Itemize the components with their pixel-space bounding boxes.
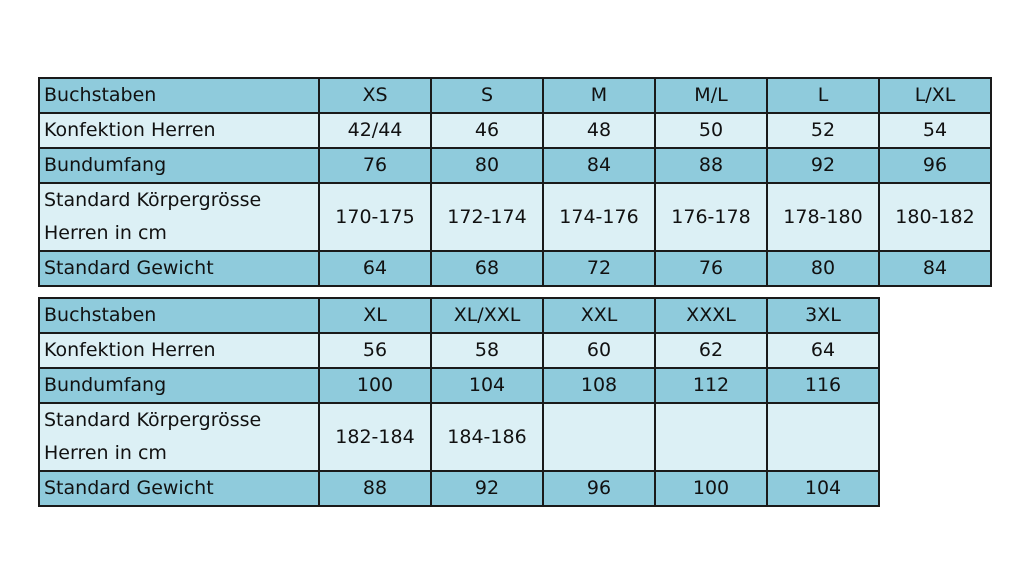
table-cell: 104 <box>766 470 880 507</box>
table-cell: M <box>542 77 656 114</box>
table-cell: 88 <box>654 147 768 184</box>
table-cell: XS <box>318 77 432 114</box>
table-cell: 116 <box>766 367 880 404</box>
table-cell: 48 <box>542 112 656 149</box>
table-cell: XL <box>318 297 432 334</box>
table-cell <box>542 402 656 472</box>
table-cell: 170-175 <box>318 182 432 252</box>
size-table-2: Buchstaben XL XL/XXL XXL XXXL 3XL Konfektion H… <box>38 297 880 507</box>
table-cell: 84 <box>542 147 656 184</box>
table-cell <box>654 402 768 472</box>
row-label: Standard Körpergrösse Herren in cm <box>38 182 320 252</box>
table-cell: 112 <box>654 367 768 404</box>
table-cell: 172-174 <box>430 182 544 252</box>
table-cell: 96 <box>878 147 992 184</box>
row-label: Buchstaben <box>38 297 320 334</box>
row-label: Standard Körpergrösse Herren in cm <box>38 402 320 472</box>
table-cell: 84 <box>878 250 992 287</box>
table-cell: 178-180 <box>766 182 880 252</box>
table-cell: 104 <box>430 367 544 404</box>
table-cell: 96 <box>542 470 656 507</box>
waist-row: Bundumfang 76 80 84 88 92 96 <box>38 147 992 184</box>
table-cell: L/XL <box>878 77 992 114</box>
table-cell: 180-182 <box>878 182 992 252</box>
table-cell: XXXL <box>654 297 768 334</box>
table-cell: 62 <box>654 332 768 369</box>
table-cell: 64 <box>318 250 432 287</box>
table-cell: 3XL <box>766 297 880 334</box>
table-cell: 92 <box>766 147 880 184</box>
size-table-1: Buchstaben XS S M M/L L L/XL Konfektion Herren 4… <box>38 77 992 287</box>
table-cell: M/L <box>654 77 768 114</box>
table-cell: 80 <box>430 147 544 184</box>
table-cell: 42/44 <box>318 112 432 149</box>
table-cell: 92 <box>430 470 544 507</box>
table-cell: 100 <box>654 470 768 507</box>
row-label: Konfektion Herren <box>38 112 320 149</box>
weight-row: Standard Gewicht 64 68 72 76 80 84 <box>38 250 992 287</box>
table-cell: 108 <box>542 367 656 404</box>
table-cell: 184-186 <box>430 402 544 472</box>
table-cell: 72 <box>542 250 656 287</box>
table-cell: 88 <box>318 470 432 507</box>
weight-row: Standard Gewicht 88 92 96 100 104 <box>38 470 880 507</box>
row-label: Bundumfang <box>38 367 320 404</box>
table-cell: 58 <box>430 332 544 369</box>
table-cell: 76 <box>318 147 432 184</box>
table-cell: 56 <box>318 332 432 369</box>
row-label: Buchstaben <box>38 77 320 114</box>
table-cell: 54 <box>878 112 992 149</box>
row-label: Standard Gewicht <box>38 470 320 507</box>
letters-row: Buchstaben XL XL/XXL XXL XXXL 3XL <box>38 297 880 334</box>
confection-row: Konfektion Herren 56 58 60 62 64 <box>38 332 880 369</box>
waist-row: Bundumfang 100 104 108 112 116 <box>38 367 880 404</box>
height-row: Standard Körpergrösse Herren in cm 182-18… <box>38 402 880 472</box>
height-row: Standard Körpergrösse Herren in cm 170-17… <box>38 182 992 252</box>
confection-row: Konfektion Herren 42/44 46 48 50 52 54 <box>38 112 992 149</box>
table-cell <box>766 402 880 472</box>
table-cell: 176-178 <box>654 182 768 252</box>
table-cell: XL/XXL <box>430 297 544 334</box>
table-cell: 174-176 <box>542 182 656 252</box>
table-cell: 60 <box>542 332 656 369</box>
row-label: Bundumfang <box>38 147 320 184</box>
table-cell: 64 <box>766 332 880 369</box>
table-cell: XXL <box>542 297 656 334</box>
table-cell: 52 <box>766 112 880 149</box>
letters-row: Buchstaben XS S M M/L L L/XL <box>38 77 992 114</box>
table-cell: S <box>430 77 544 114</box>
table-cell: 50 <box>654 112 768 149</box>
table-cell: 100 <box>318 367 432 404</box>
row-label: Konfektion Herren <box>38 332 320 369</box>
table-cell: 182-184 <box>318 402 432 472</box>
row-label: Standard Gewicht <box>38 250 320 287</box>
table-cell: 80 <box>766 250 880 287</box>
table-cell: 76 <box>654 250 768 287</box>
table-cell: 68 <box>430 250 544 287</box>
table-cell: 46 <box>430 112 544 149</box>
table-cell: L <box>766 77 880 114</box>
